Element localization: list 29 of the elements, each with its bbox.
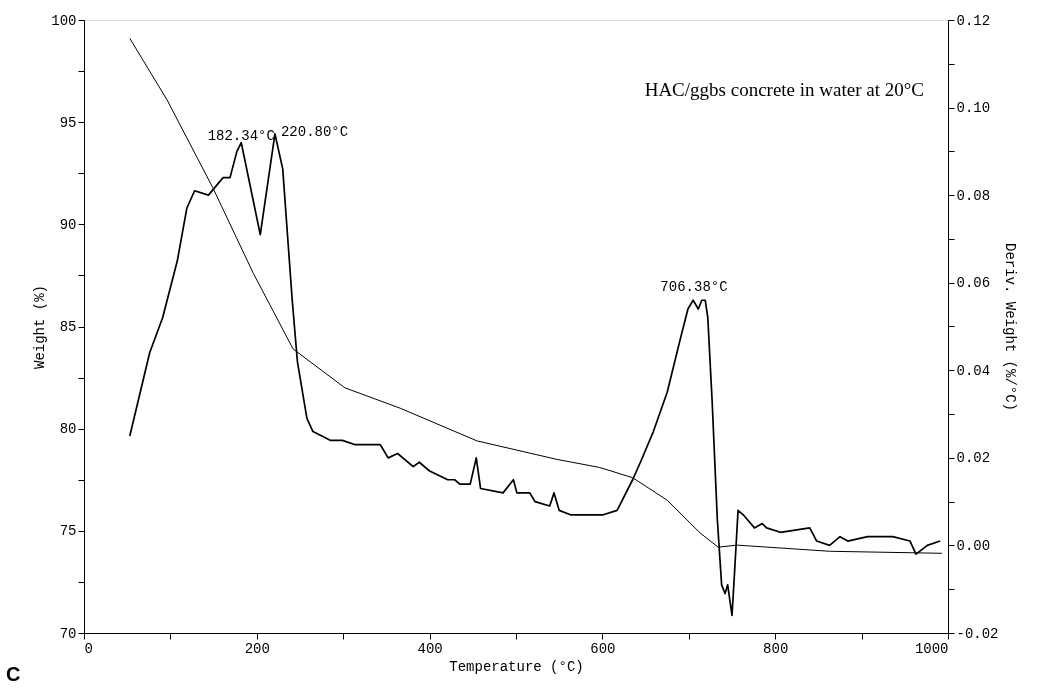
annotation: 220.80°C: [280, 124, 349, 141]
annotation: HAC/ggbs concrete in water at 20°C: [644, 79, 924, 100]
y2-tick-label: 0.06: [956, 275, 991, 292]
annotation: 706.38°C: [660, 278, 728, 295]
y-tick-label: 85: [59, 319, 77, 335]
y2-axis-title: Deriv. Weight (%/°C): [1001, 242, 1018, 412]
y-tick-label: 100: [51, 12, 77, 29]
x-tick-label: 800: [763, 640, 789, 657]
y-tick-label: 90: [59, 216, 77, 233]
y-axis-title: Weight (%): [32, 284, 49, 370]
y-tick-label: 80: [59, 421, 77, 438]
text: C: [6, 663, 21, 685]
y2-tick-label: 0.02: [956, 450, 991, 467]
y2-tick-label: 0.12: [956, 12, 991, 29]
x-tick-label: 400: [417, 640, 443, 657]
y-tick-label: 95: [59, 114, 77, 131]
x-tick-label: 1000: [914, 640, 949, 657]
y2-tick-label: 0.00: [956, 537, 991, 554]
x-tick-label: 600: [590, 640, 616, 657]
x-axis-title: Temperature (°C): [449, 658, 584, 675]
y2-tick-label: -0.02: [956, 625, 999, 642]
x-tick-label: 0: [84, 640, 93, 657]
y-tick-label: 70: [59, 625, 77, 642]
y2-tick-label: 0.04: [956, 362, 991, 379]
annotation: 182.34°C: [207, 127, 275, 144]
y2-tick-label: 0.08: [956, 187, 991, 204]
y2-tick-label: 0.10: [956, 100, 991, 117]
x-tick-label: 200: [244, 640, 270, 657]
y-tick-label: 75: [59, 523, 77, 540]
